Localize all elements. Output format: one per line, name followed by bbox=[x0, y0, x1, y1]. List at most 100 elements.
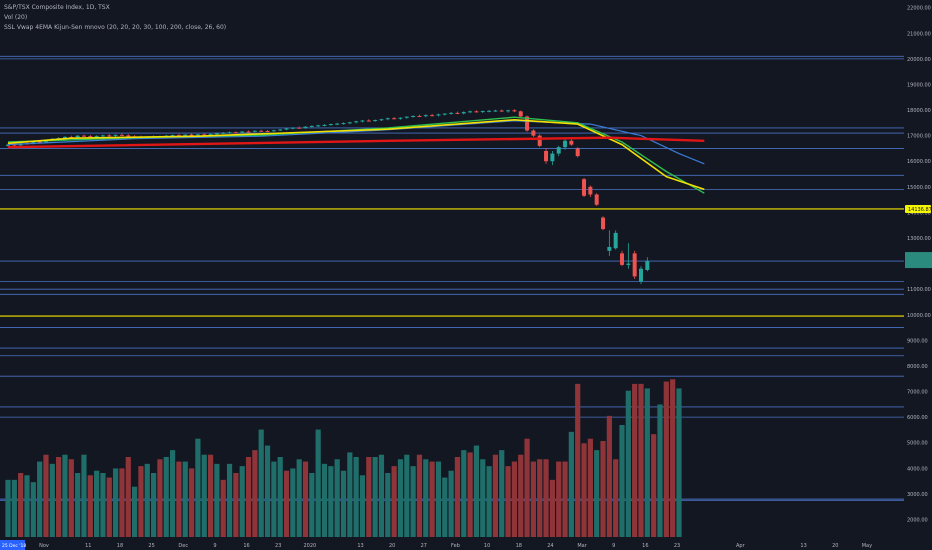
candle-body[interactable] bbox=[385, 118, 390, 120]
candle-body[interactable] bbox=[632, 253, 637, 277]
candle-body[interactable] bbox=[512, 110, 517, 112]
candle-body[interactable] bbox=[81, 135, 86, 137]
candle-body[interactable] bbox=[62, 136, 67, 139]
candle-body[interactable] bbox=[373, 120, 378, 122]
candle-body[interactable] bbox=[582, 179, 587, 196]
candle-body[interactable] bbox=[645, 261, 650, 270]
candle-body[interactable] bbox=[335, 123, 340, 125]
candle-body[interactable] bbox=[189, 134, 194, 136]
candle-body[interactable] bbox=[176, 135, 181, 137]
volume-bar bbox=[334, 459, 340, 537]
candle-body[interactable] bbox=[436, 114, 441, 116]
candle-body[interactable] bbox=[347, 122, 352, 124]
candle-body[interactable] bbox=[575, 148, 580, 157]
candle-body[interactable] bbox=[208, 134, 213, 136]
candles[interactable] bbox=[6, 109, 650, 285]
candle-body[interactable] bbox=[183, 134, 188, 136]
candle-body[interactable] bbox=[461, 112, 466, 114]
price-tick-label: 5000.00 bbox=[907, 441, 928, 447]
candle-body[interactable] bbox=[626, 263, 631, 265]
candle-body[interactable] bbox=[569, 140, 574, 145]
candle-body[interactable] bbox=[480, 111, 485, 113]
candle-body[interactable] bbox=[430, 115, 435, 117]
candle-body[interactable] bbox=[379, 119, 384, 121]
candle-body[interactable] bbox=[354, 121, 359, 123]
candle-body[interactable] bbox=[290, 127, 295, 129]
candle-body[interactable] bbox=[75, 135, 80, 138]
candle-body[interactable] bbox=[442, 113, 447, 115]
candle-body[interactable] bbox=[607, 246, 612, 251]
candle-body[interactable] bbox=[620, 253, 625, 265]
price-axis[interactable]: 22000.00 21000.00 20000.00 19000.00 18000.00… bbox=[904, 0, 932, 540]
candle-body[interactable] bbox=[493, 110, 498, 112]
candle-body[interactable] bbox=[525, 116, 530, 131]
candle-body[interactable] bbox=[126, 135, 131, 137]
candle-body[interactable] bbox=[506, 110, 511, 112]
candle-body[interactable] bbox=[537, 135, 542, 146]
candle-body[interactable] bbox=[449, 112, 454, 114]
candle-body[interactable] bbox=[544, 150, 549, 162]
legend-volume-line[interactable]: Vol (20) bbox=[4, 14, 28, 21]
candle-body[interactable] bbox=[455, 112, 460, 114]
candle-body[interactable] bbox=[195, 134, 200, 136]
candle-body[interactable] bbox=[31, 141, 36, 144]
candle-body[interactable] bbox=[556, 147, 561, 154]
candle-body[interactable] bbox=[411, 115, 416, 117]
candle-body[interactable] bbox=[240, 131, 245, 133]
candle-body[interactable] bbox=[531, 130, 536, 136]
candle-body[interactable] bbox=[37, 141, 42, 143]
candle-body[interactable] bbox=[474, 111, 479, 113]
candle-body[interactable] bbox=[100, 135, 105, 137]
candle-body[interactable] bbox=[119, 134, 124, 136]
candle-body[interactable] bbox=[202, 134, 207, 136]
candle-body[interactable] bbox=[366, 120, 371, 122]
candle-body[interactable] bbox=[214, 133, 219, 135]
candle-body[interactable] bbox=[392, 118, 397, 120]
candle-body[interactable] bbox=[487, 110, 492, 112]
candle-body[interactable] bbox=[322, 124, 327, 126]
candle-body[interactable] bbox=[341, 123, 346, 125]
candle-body[interactable] bbox=[259, 130, 264, 132]
candle-body[interactable] bbox=[328, 124, 333, 126]
candle-body[interactable] bbox=[563, 140, 568, 148]
candle-body[interactable] bbox=[252, 130, 257, 132]
candle-body[interactable] bbox=[265, 131, 270, 133]
candle-body[interactable] bbox=[468, 111, 473, 113]
time-tick-label: Dec bbox=[178, 543, 188, 549]
candle-body[interactable] bbox=[499, 110, 504, 112]
candle-body[interactable] bbox=[594, 194, 599, 205]
candle-body[interactable] bbox=[88, 136, 93, 138]
candle-body[interactable] bbox=[113, 134, 118, 136]
candle-body[interactable] bbox=[639, 268, 643, 282]
candle-body[interactable] bbox=[94, 135, 99, 137]
candle-body[interactable] bbox=[417, 115, 422, 117]
candle-body[interactable] bbox=[360, 120, 365, 122]
candle-body[interactable] bbox=[613, 232, 618, 249]
candle-body[interactable] bbox=[278, 129, 283, 131]
legend-symbol-line[interactable]: S&P/TSX Composite Index, 1D, TSX bbox=[4, 4, 110, 11]
candle-body[interactable] bbox=[518, 111, 523, 117]
candle-body[interactable] bbox=[6, 144, 10, 146]
candle-body[interactable] bbox=[221, 132, 226, 134]
candle-body[interactable] bbox=[423, 115, 428, 117]
candle-body[interactable] bbox=[271, 130, 276, 132]
candle-body[interactable] bbox=[170, 135, 175, 137]
candle-body[interactable] bbox=[601, 217, 606, 230]
candle-body[interactable] bbox=[227, 132, 232, 134]
legend-indicator-line[interactable]: SSL Vwap 4EMA Kijun-Sen mnovo (20, 20, 2… bbox=[4, 24, 227, 31]
candle-body[interactable] bbox=[107, 135, 112, 137]
candle-body[interactable] bbox=[303, 126, 308, 128]
volume-bar bbox=[182, 461, 188, 537]
candle-body[interactable] bbox=[398, 117, 403, 119]
candle-body[interactable] bbox=[550, 153, 555, 162]
candle-body[interactable] bbox=[316, 125, 321, 127]
candle-body[interactable] bbox=[309, 125, 314, 127]
candle-body[interactable] bbox=[284, 128, 289, 130]
candle-body[interactable] bbox=[297, 127, 302, 129]
time-axis[interactable]: Nov 11 18 25 Dec 9 16 23 2020 13 20 27 Feb 10 18 24 Mar 9… bbox=[0, 539, 932, 550]
candle-body[interactable] bbox=[233, 132, 238, 134]
candle-body[interactable] bbox=[588, 186, 593, 195]
candle-body[interactable] bbox=[12, 144, 17, 146]
candle-body[interactable] bbox=[246, 131, 251, 133]
candle-body[interactable] bbox=[404, 116, 409, 118]
